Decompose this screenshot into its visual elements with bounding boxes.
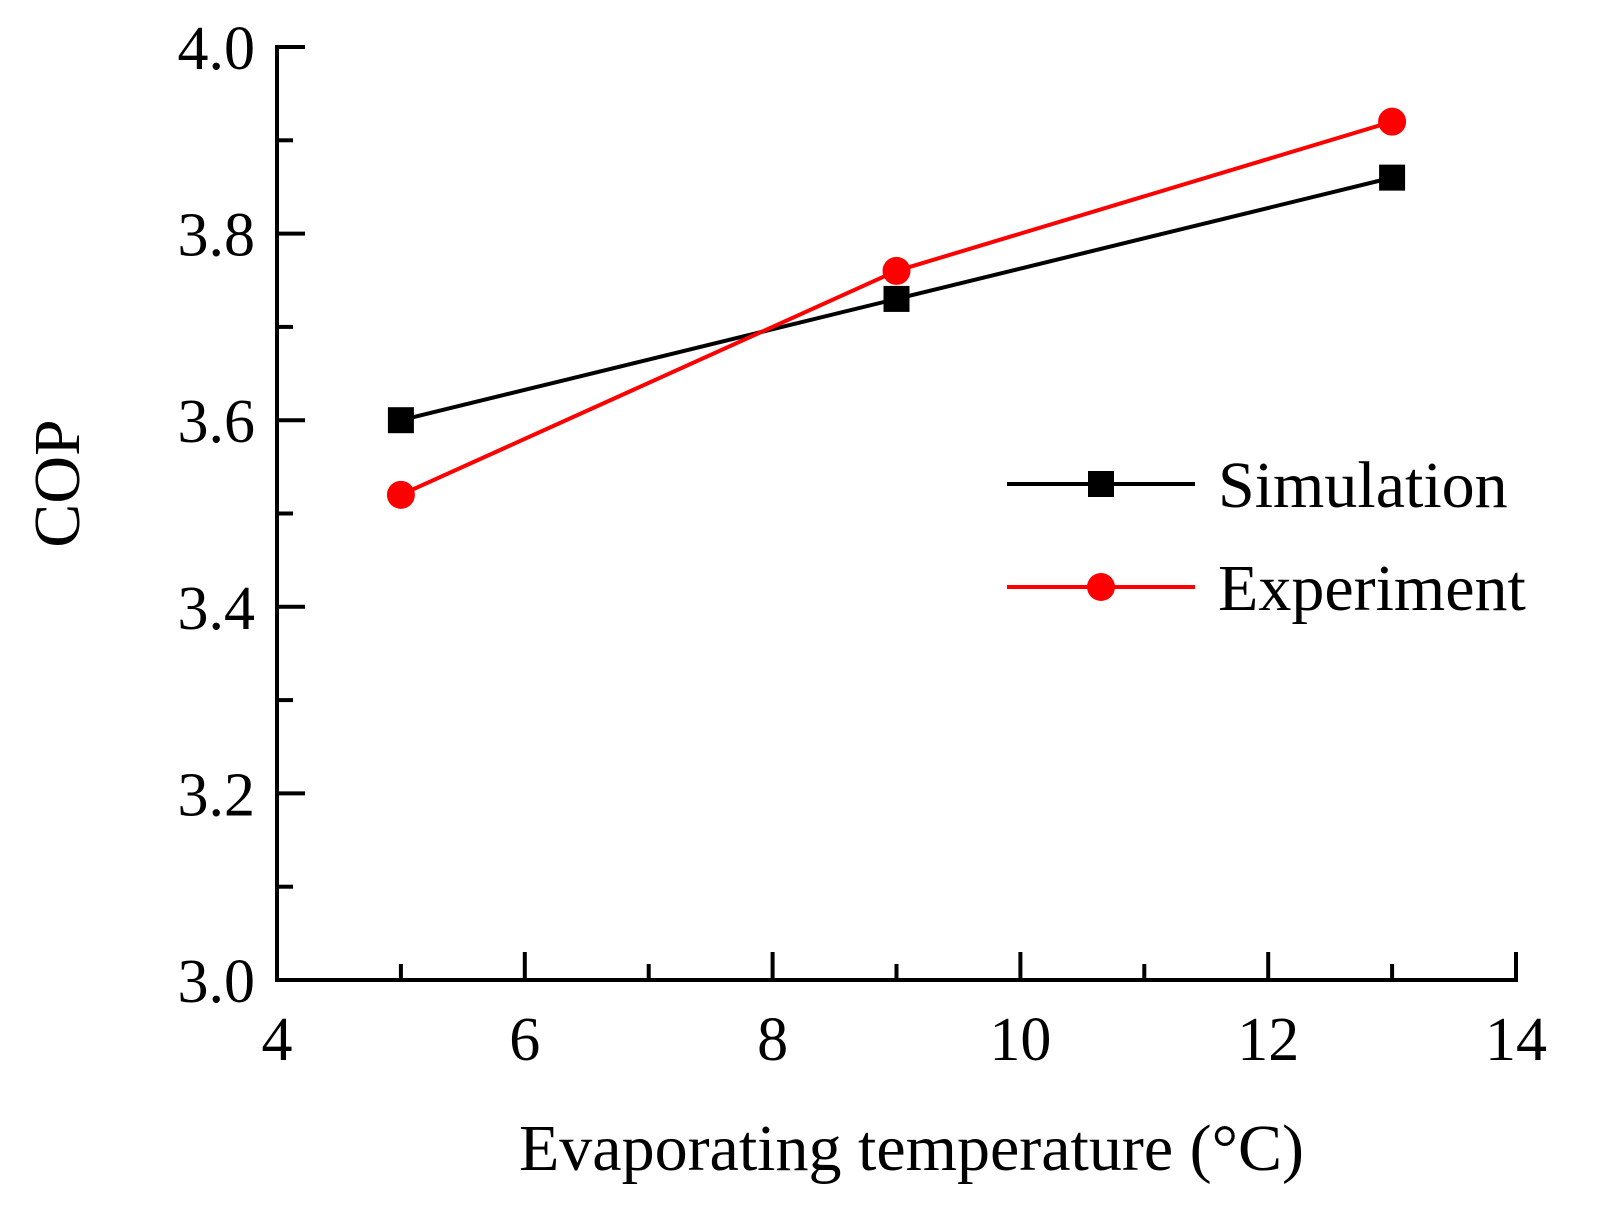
x-tick-label: 14	[1485, 1006, 1547, 1074]
simulation-point	[1379, 164, 1406, 191]
x-tick-label: 8	[757, 1006, 788, 1074]
series-layer	[386, 107, 1407, 509]
legend-experiment-label: Experiment	[1218, 552, 1526, 625]
experiment-point	[882, 256, 911, 285]
y-tick-label: 3.2	[178, 761, 256, 829]
x-tick-label: 10	[989, 1006, 1051, 1074]
y-tick-label: 3.6	[178, 388, 256, 456]
y-tick-label: 3.0	[178, 948, 256, 1016]
simulation-point	[387, 407, 414, 434]
x-tick-label: 12	[1237, 1006, 1299, 1074]
x-axis-ticks: 4 6 8 10 12 14	[262, 952, 1547, 1074]
y-tick-label: 3.4	[178, 575, 256, 643]
legend-simulation-label: Simulation	[1218, 449, 1508, 522]
y-axis-ticks: 3.0 3.2 3.4 3.6 3.8 4.0	[178, 15, 305, 1016]
legend: Simulation Experiment	[1007, 449, 1526, 625]
y-tick-label: 4.0	[178, 15, 256, 83]
legend-simulation-marker	[1088, 471, 1114, 497]
legend-experiment-marker	[1087, 573, 1115, 601]
x-tick-label: 4	[262, 1006, 293, 1074]
y-tick-label: 3.8	[178, 202, 256, 270]
y-axis-title: COP	[21, 419, 94, 547]
x-axis-title: Evaporating temperature (°C)	[519, 1112, 1304, 1185]
simulation-point	[883, 285, 910, 312]
experiment-point	[1378, 107, 1407, 136]
x-tick-label: 6	[509, 1006, 540, 1074]
experiment-point	[386, 480, 415, 509]
